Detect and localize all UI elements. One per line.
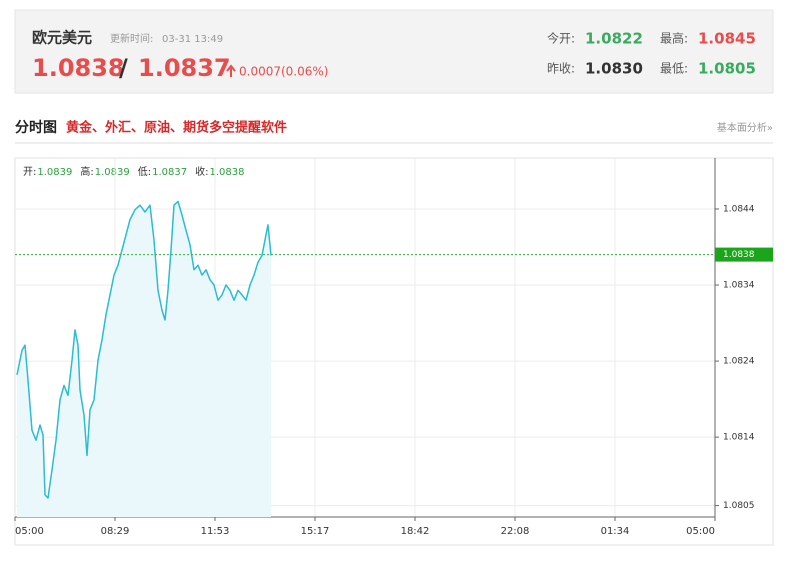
y-tick-label: 1.0805 <box>723 501 755 511</box>
stat-value: 1.0845 <box>698 30 756 48</box>
info-value: 1.0839 <box>37 167 72 178</box>
area <box>17 201 271 517</box>
info-label: 收: <box>195 165 208 178</box>
info-label: 高: <box>80 165 93 178</box>
section-title: 分时图 <box>15 119 57 136</box>
stat-label: 最高: <box>660 31 688 46</box>
x-tick-label: 15:17 <box>301 526 330 537</box>
stat-value: 1.0830 <box>585 60 643 78</box>
bid-price: 1.0838 <box>32 54 125 82</box>
current-price-label: 1.0838 <box>723 250 755 260</box>
separator: / <box>119 54 128 82</box>
change: 0.0007(0.06%) <box>239 65 328 79</box>
info-label: 开: <box>23 167 36 178</box>
info-value: 1.0839 <box>95 167 130 178</box>
update-time: 03-31 13:49 <box>162 34 223 45</box>
update-label: 更新时间: <box>110 32 153 45</box>
stat-value: 1.0822 <box>585 30 643 48</box>
x-tick-label: 01:34 <box>601 526 630 537</box>
quote-panel <box>14 9 774 94</box>
current-price-tag <box>715 247 773 262</box>
pair-name: 欧元美元 <box>32 29 92 47</box>
info-value: 1.0837 <box>152 167 187 178</box>
x-tick-label: 05:00 <box>686 526 715 537</box>
y-tick-label: 1.0814 <box>723 433 755 443</box>
chart-frame <box>14 157 774 546</box>
x-tick-label: 22:08 <box>501 526 530 537</box>
y-tick-label: 1.0844 <box>723 204 755 214</box>
info-value: 1.0838 <box>210 167 245 178</box>
x-tick-label: 18:42 <box>401 526 430 537</box>
y-tick-label: 1.0834 <box>723 281 755 291</box>
stat-label: 最低: <box>660 62 688 76</box>
ask-price: 1.0837 <box>138 54 231 82</box>
stat-value: 1.0805 <box>698 60 756 78</box>
x-tick-label: 11:53 <box>201 526 230 537</box>
x-tick-label: 08:29 <box>101 526 130 537</box>
info-label: 低: <box>138 165 151 178</box>
analysis-link[interactable]: 基本面分析» <box>717 121 773 134</box>
y-tick-label: 1.0824 <box>723 357 755 367</box>
up-arrow <box>226 64 236 77</box>
stat-label: 昨收: <box>547 62 575 76</box>
stat-label: 今开: <box>547 31 575 46</box>
price-line <box>16 200 272 499</box>
promo-link[interactable]: 黄金、外汇、原油、期货多空提醒软件 <box>66 120 287 136</box>
x-tick-label: 05:00 <box>15 526 44 537</box>
